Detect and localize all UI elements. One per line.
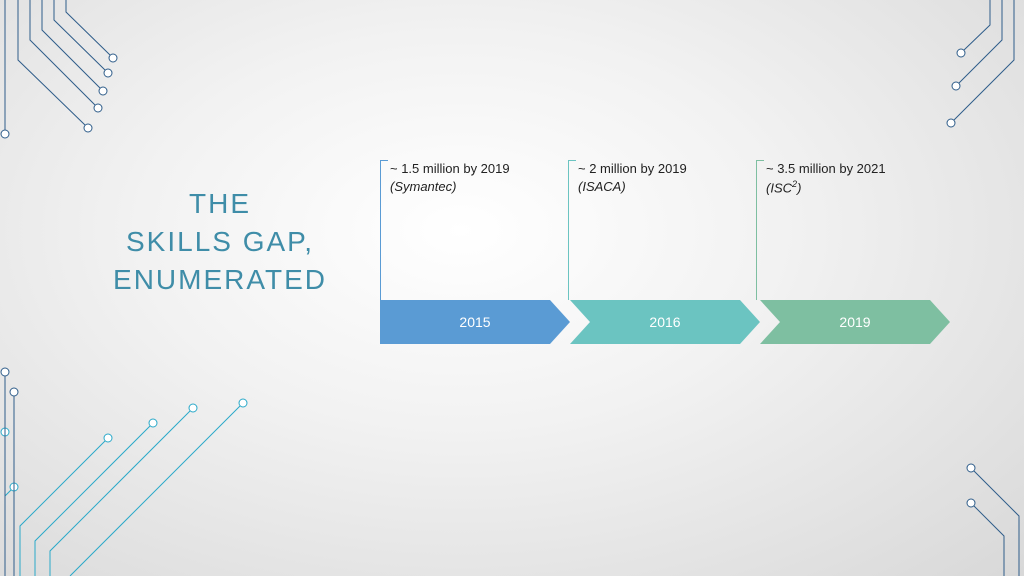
callout-main: ~ 1.5 million by 2019: [390, 160, 560, 178]
circuit-top-right: [884, 0, 1024, 160]
callout-source-html: (ISC2): [766, 178, 936, 197]
callout-2019: ~ 3.5 million by 2021 (ISC2): [756, 160, 936, 196]
arrow-row: 2015 2016 2019: [380, 300, 980, 344]
arrow-2015: 2015: [380, 300, 570, 344]
callout-source: (Symantec): [390, 178, 560, 196]
callout-source: (ISACA): [578, 178, 748, 196]
circuit-bottom-right: [904, 456, 1024, 576]
callout-bracket: [568, 160, 576, 300]
title-line-1: THE: [189, 188, 251, 219]
callout-main: ~ 3.5 million by 2021: [766, 160, 936, 178]
callout-bracket: [380, 160, 388, 300]
callout-2016: ~ 2 million by 2019 (ISACA): [568, 160, 748, 196]
arrow-label: 2015: [459, 314, 490, 330]
arrow-label: 2016: [649, 314, 680, 330]
title-line-3: ENUMERATED: [113, 264, 327, 295]
callout-row: ~ 1.5 million by 2019 (Symantec) ~ 2 mil…: [380, 160, 980, 196]
arrow-2019: 2019: [760, 300, 950, 344]
arrow-2016: 2016: [570, 300, 760, 344]
callout-bracket: [756, 160, 764, 300]
title-line-2: SKILLS GAP,: [126, 226, 314, 257]
callout-main: ~ 2 million by 2019: [578, 160, 748, 178]
timeline: ~ 1.5 million by 2019 (Symantec) ~ 2 mil…: [380, 160, 980, 380]
circuit-bottom-left: [0, 276, 260, 576]
arrow-label: 2019: [839, 314, 870, 330]
callout-2015: ~ 1.5 million by 2019 (Symantec): [380, 160, 560, 196]
page-title: THE SKILLS GAP, ENUMERATED: [80, 185, 360, 298]
